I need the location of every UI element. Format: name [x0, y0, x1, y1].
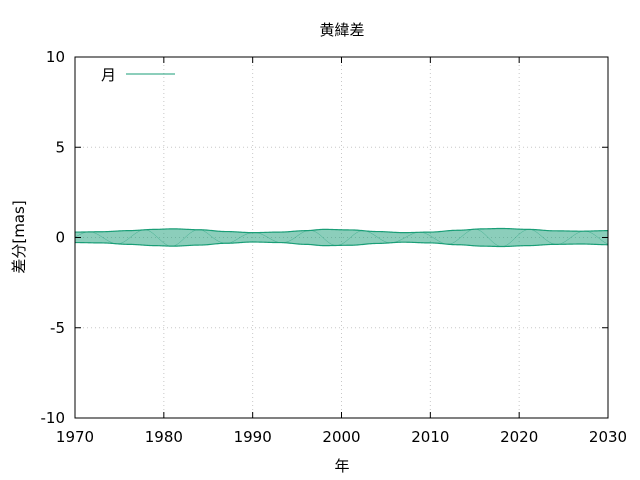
y-tick-label: 10 — [46, 48, 65, 66]
y-tick-label: 0 — [55, 229, 65, 247]
x-tick-label: 2000 — [322, 428, 360, 446]
x-tick-label: 2030 — [589, 428, 627, 446]
x-tick-label: 1980 — [145, 428, 183, 446]
series-band-fill — [75, 228, 608, 247]
x-tick-label: 2020 — [500, 428, 538, 446]
legend-label: 月 — [101, 66, 116, 84]
series-lower-edge — [74, 241, 608, 248]
y-tick-label: -5 — [50, 319, 65, 337]
y-axis-label: 差分[mas] — [10, 200, 28, 273]
y-tick-label: -10 — [41, 409, 66, 427]
legend: 月 — [101, 66, 175, 84]
series-oscillation — [74, 228, 609, 247]
axis-ticks: 1970 1980 1990 2000 2010 2020 2030 -10 -5 0 5 10 — [41, 48, 628, 446]
chart-title: 黄緯差 — [319, 21, 364, 39]
x-tick-label: 1970 — [56, 428, 94, 446]
series-upper-edge — [74, 227, 608, 234]
x-axis-label: 年 — [334, 457, 349, 475]
data-series — [74, 227, 609, 248]
y-tick-label: 5 — [55, 138, 65, 156]
x-tick-label: 1990 — [234, 428, 272, 446]
x-tick-label: 2010 — [411, 428, 449, 446]
